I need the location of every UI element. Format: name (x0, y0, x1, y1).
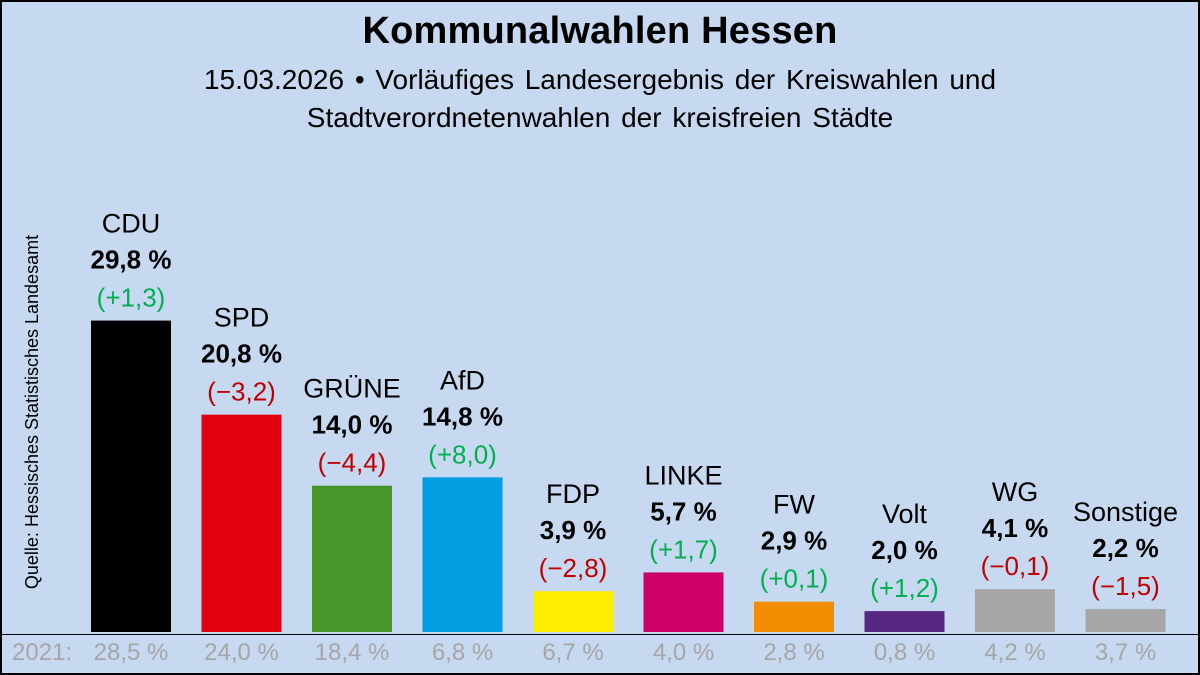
bar-cdu (91, 320, 171, 632)
chart-baseline (2, 634, 1198, 635)
value-label-fdp: 3,9 % (540, 515, 607, 545)
category-label-linke: LINKE (644, 460, 722, 490)
bar-linke (643, 572, 724, 632)
value-label-volt: 2,0 % (871, 535, 938, 565)
previous-label-volt: 0,8 % (874, 639, 935, 666)
chart-subtitle-line-1: 15.03.2026 • Vorläufiges Landesergebnis … (203, 64, 997, 95)
value-label-cdu: 29,8 % (91, 245, 172, 275)
category-label-cdu: CDU (102, 209, 161, 239)
change-label-cdu: (+1,3) (97, 283, 166, 313)
category-label-spd: SPD (214, 303, 270, 333)
change-label-wg: (−0,1) (981, 551, 1050, 581)
change-label-afd: (+8,0) (428, 439, 497, 469)
change-label-spd: (−3,2) (207, 377, 276, 407)
value-label-wg: 4,1 % (982, 513, 1049, 543)
bar-wg (975, 589, 1055, 632)
previous-label-fw: 2,8 % (763, 639, 824, 666)
value-label-linke: 5,7 % (650, 496, 717, 526)
category-label-fdp: FDP (546, 479, 600, 509)
value-label-sonstige: 2,2 % (1092, 533, 1159, 563)
previous-label-linke: 4,0 % (653, 639, 714, 666)
previous-label-fdp: 6,7 % (542, 639, 603, 666)
bar-sonstige (1085, 609, 1166, 632)
category-label-grüne: GRÜNE (303, 374, 401, 404)
previous-label-sonstige: 3,7 % (1095, 639, 1156, 666)
value-label-fw: 2,9 % (761, 526, 828, 556)
value-label-spd: 20,8 % (201, 339, 282, 369)
previous-label-spd: 24,0 % (204, 639, 279, 666)
value-label-grüne: 14,0 % (312, 410, 393, 440)
category-label-wg: WG (992, 477, 1039, 507)
category-label-afd: AfD (440, 365, 485, 395)
category-label-fw: FW (773, 490, 815, 520)
change-label-grüne: (−4,4) (318, 448, 387, 478)
chart-subtitle-line-2: Stadtverordnetenwahlen der kreisfreien S… (306, 102, 894, 133)
previous-label-afd: 6,8 % (432, 639, 493, 666)
bar-fw (754, 601, 834, 632)
category-label-sonstige: Sonstige (1073, 497, 1178, 527)
previous-label-cdu: 28,5 % (94, 639, 169, 666)
change-label-linke: (+1,7) (649, 534, 718, 564)
change-label-fw: (+0,1) (760, 564, 829, 594)
previous-label-grüne: 18,4 % (315, 639, 390, 666)
bar-grüne (312, 485, 392, 632)
bar-fdp (533, 591, 613, 632)
change-label-volt: (+1,2) (870, 573, 939, 603)
change-label-fdp: (−2,8) (539, 553, 608, 583)
bar-spd (201, 414, 282, 632)
category-label-volt: Volt (882, 499, 928, 529)
previous-year-label: 2021: (12, 639, 72, 666)
bar-afd (422, 477, 503, 632)
value-label-afd: 14,8 % (422, 401, 503, 431)
bar-volt (864, 611, 945, 632)
previous-label-wg: 4,2 % (984, 639, 1045, 666)
chart-title: Kommunalwahlen Hessen (362, 10, 838, 52)
change-label-sonstige: (−1,5) (1091, 571, 1160, 601)
